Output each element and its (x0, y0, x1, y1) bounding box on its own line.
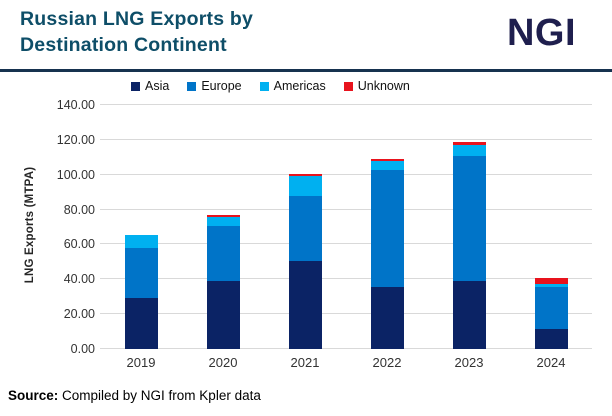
header-divider (0, 69, 612, 72)
legend-item-asia: Asia (131, 79, 169, 93)
legend-label: Europe (201, 79, 242, 93)
legend-label: Unknown (357, 79, 410, 93)
x-tick-label-2023: 2023 (454, 355, 484, 370)
source-note: Source: Compiled by NGI from Kpler data (8, 388, 261, 403)
bar-segment-2022-asia (370, 287, 404, 349)
gridline (100, 278, 592, 280)
x-tick-label-2024: 2024 (536, 355, 566, 370)
legend-label: Americas (273, 79, 326, 93)
gridline (100, 208, 592, 210)
bar-segment-2022-unknown (370, 159, 404, 161)
gridline (100, 104, 592, 105)
bar-segment-2021-asia (288, 261, 322, 349)
bar-segment-2020-unknown (206, 214, 240, 217)
bar-segment-2023-americas (452, 145, 486, 156)
legend-item-americas: Americas (259, 79, 326, 93)
page-title: Russian LNG Exports by Destination Conti… (20, 8, 254, 56)
ngi-logo: NGI (506, 12, 576, 54)
gridline (100, 173, 592, 175)
y-tick-label: 40.00 (63, 272, 95, 287)
bar-segment-2021-unknown (288, 173, 322, 176)
x-tick-label-2020: 2020 (208, 355, 238, 370)
legend-swatch-unknown (343, 81, 353, 91)
x-tick-label-2019: 2019 (126, 355, 156, 370)
x-tick-label-2021: 2021 (290, 355, 320, 370)
gridline (100, 313, 592, 315)
bar-segment-2020-americas (206, 216, 240, 227)
bar-segment-2022-europe (370, 170, 404, 288)
bar-segment-2019-asia (124, 298, 158, 349)
y-tick-label: 80.00 (63, 202, 95, 217)
legend-item-unknown: Unknown (343, 79, 410, 93)
bar-segment-2021-americas (288, 175, 322, 196)
bar-segment-2024-americas (534, 283, 568, 288)
bar-segment-2023-unknown (452, 142, 486, 146)
bar-segment-2024-asia (534, 328, 568, 349)
y-tick-label: 0.00 (70, 342, 95, 356)
x-tick-label-2022: 2022 (372, 355, 402, 370)
bar-segment-2023-asia (452, 281, 486, 349)
source-label: Source: (8, 388, 59, 403)
legend-swatch-americas (259, 81, 269, 91)
gridline (100, 243, 592, 245)
bar-segment-2019-americas (124, 234, 158, 248)
bar-segment-2022-americas (370, 160, 404, 171)
y-tick-label: 120.00 (56, 132, 95, 147)
y-tick-label: 100.00 (56, 167, 95, 182)
y-tick-label: 60.00 (63, 237, 95, 252)
chart-legend: Asia Europe Americas Unknown (131, 79, 410, 93)
legend-swatch-asia (131, 81, 140, 91)
bar-segment-2024-unknown (534, 278, 568, 284)
legend-swatch-europe (187, 81, 197, 91)
bar-segment-2020-asia (206, 281, 240, 349)
gridline (100, 138, 592, 140)
gridline (100, 348, 592, 349)
y-tick-label: 20.00 (63, 307, 95, 322)
legend-item-europe: Europe (187, 79, 242, 93)
bar-segment-2019-europe (124, 247, 158, 299)
bar-segment-2021-europe (288, 195, 322, 261)
bar-segment-2023-europe (452, 155, 486, 282)
plot-area (100, 104, 592, 349)
y-tick-label: 140.00 (56, 98, 95, 112)
bar-segment-2024-europe (534, 287, 568, 329)
bar-segment-2020-europe (206, 226, 240, 282)
legend-label: Asia (145, 79, 170, 93)
source-text: Compiled by NGI from Kpler data (58, 388, 261, 403)
